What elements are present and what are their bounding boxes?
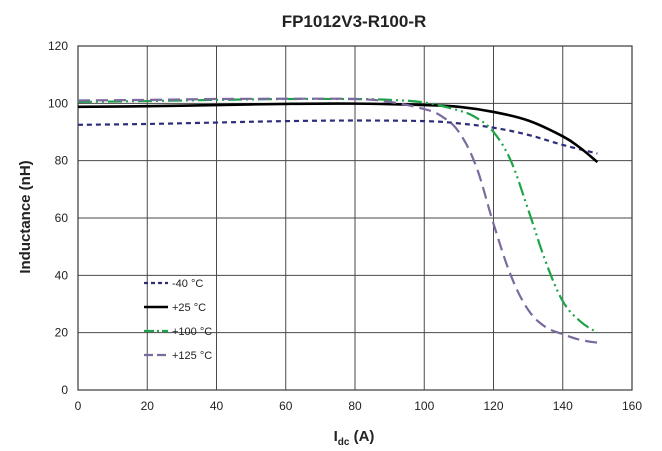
legend-item-plus-125c: +125 °C [144, 350, 212, 362]
y-tick-label: 0 [61, 383, 68, 397]
x-tick-label: 120 [483, 399, 503, 413]
legend-item-plus-25c: +25 °C [144, 302, 206, 314]
x-tick-label: 60 [279, 399, 293, 413]
legend: -40 °C +25 °C +100 °C +125 °C [144, 278, 212, 362]
series-plus-25c-line [77, 102, 599, 164]
plot-area-frame [77, 45, 633, 391]
x-tick-label: 40 [210, 399, 224, 413]
x-axis-label-main: I [334, 428, 338, 445]
y-tick-label: 20 [55, 326, 69, 340]
legend-label: -40 °C [172, 278, 203, 290]
grid-layer [77, 45, 633, 391]
series-minus-40c-line [77, 119, 598, 155]
y-tick-label: 120 [48, 39, 68, 53]
x-tick-label: 140 [553, 399, 573, 413]
y-tick-label: 40 [55, 268, 69, 282]
legend-label: +25 °C [172, 302, 206, 314]
y-tick-label: 100 [48, 96, 68, 110]
x-tick-label: 0 [75, 399, 82, 413]
legend-item-plus-100c: +100 °C [144, 326, 212, 338]
x-axis-label-subscript: dc [338, 437, 350, 448]
series-layer [77, 97, 599, 344]
x-axis-label: Idc (A) [334, 428, 375, 448]
x-axis-label-unit: (A) [349, 428, 374, 445]
legend-label: +125 °C [172, 350, 212, 362]
chart-title: FP1012V3-R100-R [282, 12, 427, 31]
x-tick-label: 20 [141, 399, 155, 413]
series-plus-100c-line [77, 97, 598, 334]
x-tick-label: 80 [348, 399, 362, 413]
y-tick-label: 80 [55, 154, 69, 168]
y-axis-label: Inductance (nH) [17, 160, 34, 273]
axis-layer: 0 20 40 60 80 100 120 140 160 0 20 40 60 80 100 120 [48, 39, 642, 413]
x-tick-label: 160 [622, 399, 642, 413]
legend-label: +100 °C [172, 326, 212, 338]
series-plus-125c-line [77, 97, 598, 344]
x-tick-label: 100 [414, 399, 434, 413]
y-tick-label: 60 [55, 211, 69, 225]
legend-item-minus-40c: -40 °C [144, 278, 203, 290]
